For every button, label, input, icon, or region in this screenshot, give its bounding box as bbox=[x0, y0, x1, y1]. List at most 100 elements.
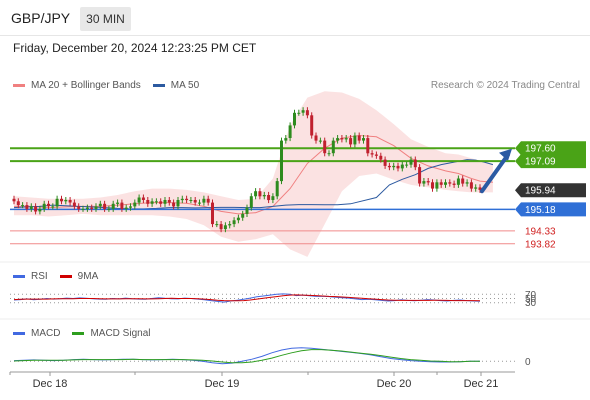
time-tick-label: Dec 20 bbox=[377, 378, 412, 390]
candle-body bbox=[305, 110, 309, 116]
candle-body bbox=[456, 178, 460, 185]
candle-body bbox=[301, 110, 305, 113]
candle-body bbox=[120, 202, 124, 209]
candle-body bbox=[396, 165, 400, 169]
legend-item-rsi: RSI bbox=[13, 271, 48, 282]
candle-body bbox=[340, 138, 344, 140]
candle-body bbox=[262, 195, 266, 197]
candle-body bbox=[284, 138, 288, 141]
candle-body bbox=[452, 183, 456, 185]
candle-body bbox=[387, 165, 391, 168]
candle-body bbox=[413, 159, 417, 168]
candle-body bbox=[344, 138, 348, 140]
rsi-series-9ma bbox=[13, 294, 481, 302]
candle-body bbox=[150, 201, 154, 204]
candle-body bbox=[189, 200, 193, 201]
projection-arrow bbox=[480, 152, 510, 194]
legend-label-ma20: MA 20 + Bollinger Bands bbox=[31, 80, 141, 91]
candle-body bbox=[478, 187, 482, 190]
candle-body bbox=[267, 195, 271, 201]
candle-body bbox=[55, 198, 59, 207]
candle-body bbox=[431, 182, 434, 189]
level-tag-current bbox=[515, 183, 586, 198]
candle-body bbox=[297, 112, 301, 114]
candle-body bbox=[323, 140, 327, 154]
rsi-legend: RSI 9MA bbox=[13, 271, 110, 282]
candle-body bbox=[103, 203, 107, 209]
candle-body bbox=[435, 182, 439, 189]
candle-body bbox=[81, 208, 85, 210]
interval-button[interactable]: 30 MIN bbox=[80, 7, 131, 31]
candle-body bbox=[202, 198, 206, 203]
candle-body bbox=[25, 205, 29, 209]
candle-body bbox=[379, 155, 383, 160]
candle-body bbox=[349, 138, 353, 145]
candle-body bbox=[176, 200, 180, 207]
candle-body bbox=[47, 203, 50, 207]
candle-body bbox=[469, 182, 473, 189]
candle-body bbox=[116, 202, 120, 204]
candle-body bbox=[383, 159, 387, 166]
candle-body bbox=[258, 191, 262, 197]
candle-body bbox=[362, 138, 365, 141]
candle-body bbox=[223, 225, 227, 230]
candle-body bbox=[211, 202, 214, 225]
candle-body bbox=[159, 201, 163, 204]
time-tick-label: Dec 18 bbox=[33, 378, 68, 390]
candle-body bbox=[146, 200, 150, 204]
chart-header: GBP/JPY 30 MIN bbox=[0, 0, 590, 36]
candle-body bbox=[336, 138, 340, 141]
macd-series-signal bbox=[13, 349, 480, 364]
candle-body bbox=[448, 182, 452, 184]
legend-label-rsi: RSI bbox=[31, 271, 48, 282]
candle-body bbox=[318, 140, 322, 142]
level-label-resistance: 197.60 bbox=[525, 144, 556, 155]
candle-body bbox=[98, 203, 102, 207]
candle-body bbox=[137, 197, 141, 203]
candle-body bbox=[193, 200, 197, 203]
legend-label-9ma: 9MA bbox=[77, 271, 99, 282]
candle-body bbox=[254, 191, 258, 197]
candle-body bbox=[288, 125, 292, 138]
candle-body bbox=[275, 181, 279, 197]
candle-body bbox=[249, 196, 253, 208]
legend-label-macd: MACD bbox=[31, 328, 61, 339]
legend-swatch-macd-signal bbox=[72, 332, 85, 335]
candle-body bbox=[154, 201, 158, 203]
candle-body bbox=[133, 202, 137, 207]
legend-swatch-ma20 bbox=[13, 84, 25, 87]
candle-body bbox=[474, 187, 478, 189]
candle-body bbox=[141, 197, 145, 200]
candle-body bbox=[236, 217, 240, 221]
level-tag-resistance bbox=[515, 141, 586, 156]
candle-body bbox=[280, 140, 283, 182]
candle-body bbox=[124, 207, 128, 209]
level-label-support: 194.33 bbox=[525, 226, 556, 237]
legend-item-ma50: MA 50 bbox=[152, 80, 199, 91]
candle-body bbox=[245, 207, 249, 214]
ma50-line bbox=[13, 159, 494, 210]
candle-body bbox=[51, 206, 55, 208]
candle-body bbox=[357, 135, 361, 141]
legend-item-ma20: MA 20 + Bollinger Bands bbox=[13, 80, 141, 91]
price-legend: MA 20 + Bollinger Bands MA 50 bbox=[13, 80, 211, 91]
candle-body bbox=[465, 182, 469, 184]
candle-body bbox=[185, 198, 189, 201]
macd-legend: MACD MACD Signal bbox=[13, 328, 162, 339]
candle-body bbox=[241, 213, 245, 218]
candle-body bbox=[163, 200, 167, 204]
candle-body bbox=[392, 165, 396, 168]
candle-body bbox=[64, 200, 68, 202]
projection-arrowhead bbox=[499, 148, 512, 161]
time-tick-label: Dec 19 bbox=[205, 378, 240, 390]
level-label-current: 195.94 bbox=[525, 186, 556, 197]
level-tag-pivot bbox=[515, 202, 586, 217]
bollinger-band bbox=[14, 91, 493, 257]
candle-body bbox=[439, 182, 443, 185]
candle-body bbox=[310, 115, 314, 136]
level-tag-resistance bbox=[515, 154, 586, 169]
candle-body bbox=[314, 135, 318, 141]
rsi-level-label: 50 bbox=[525, 294, 537, 305]
candle-body bbox=[12, 198, 16, 202]
legend-swatch-9ma bbox=[59, 275, 72, 278]
